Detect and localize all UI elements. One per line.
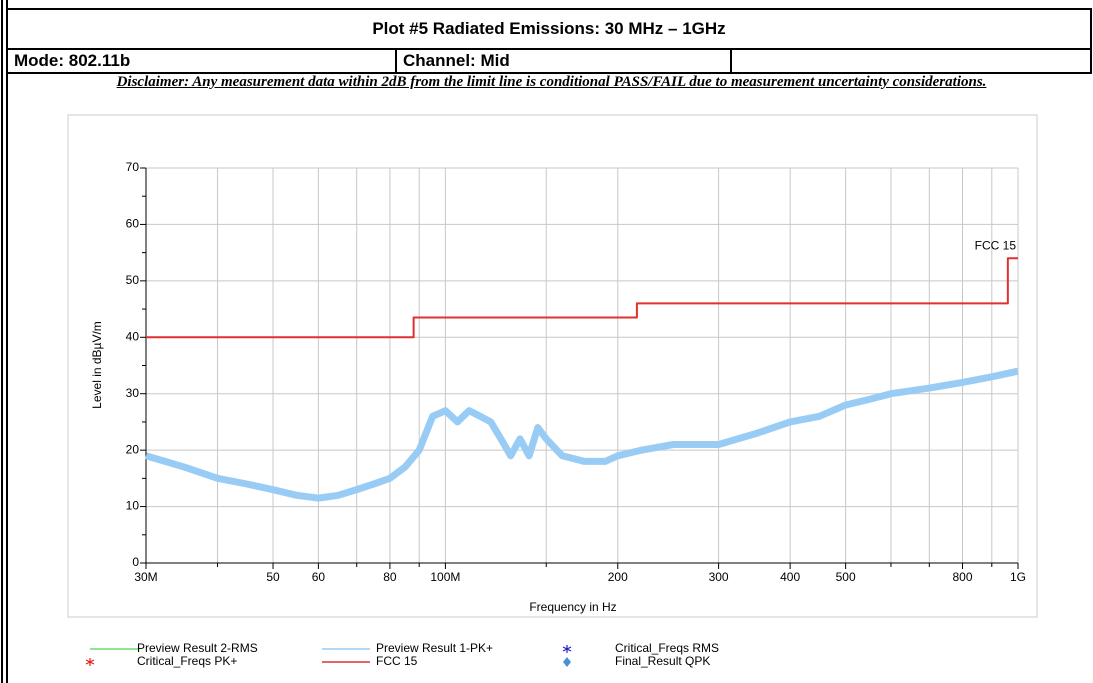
legend-label: Preview Result 1-PK+ [376, 641, 493, 655]
y-axis-label: Level in dBµV/m [90, 321, 104, 409]
series-line [146, 257, 1018, 339]
x-tick-label: 30M [134, 570, 157, 584]
legend-swatch [85, 658, 95, 666]
disclaimer: Disclaimer: Any measurement data within … [116, 74, 987, 90]
x-tick-label: 300 [709, 570, 729, 584]
x-tick-label: 1G [1010, 570, 1026, 584]
legend-label: Critical_Freqs PK+ [137, 654, 237, 668]
border [6, 0, 8, 683]
y-tick-label: 60 [126, 217, 140, 231]
legend-swatch [562, 645, 572, 653]
x-tick-label: 200 [608, 570, 628, 584]
legend-label: FCC 15 [376, 654, 418, 668]
border [1, 0, 3, 683]
x-tick-label: 80 [383, 570, 397, 584]
legend-label: Critical_Freqs RMS [615, 641, 719, 655]
legend-label: Final_Result QPK [615, 654, 710, 668]
chart-frame [67, 114, 1038, 618]
legend-swatch [563, 657, 571, 667]
y-tick-label: 20 [126, 442, 140, 456]
y-tick-label: 30 [126, 386, 140, 400]
y-tick-label: 10 [126, 499, 140, 513]
x-tick-label: 800 [952, 570, 972, 584]
series-line [145, 367, 1019, 502]
empty-cell [730, 48, 1092, 74]
y-tick-label: 50 [126, 273, 140, 287]
legend-label: Preview Result 2-RMS [137, 641, 258, 655]
y-tick-label: 70 [126, 160, 140, 174]
x-axis-label: Frequency in Hz [529, 600, 616, 614]
y-tick-label: 0 [132, 555, 139, 569]
y-tick-label: 40 [126, 329, 140, 343]
annotation: FCC 15 [975, 238, 1017, 252]
x-tick-label: 500 [836, 570, 856, 584]
x-tick-label: 400 [780, 570, 800, 584]
x-tick-label: 60 [312, 570, 326, 584]
x-tick-label: 50 [266, 570, 280, 584]
x-tick-label: 100M [430, 570, 460, 584]
